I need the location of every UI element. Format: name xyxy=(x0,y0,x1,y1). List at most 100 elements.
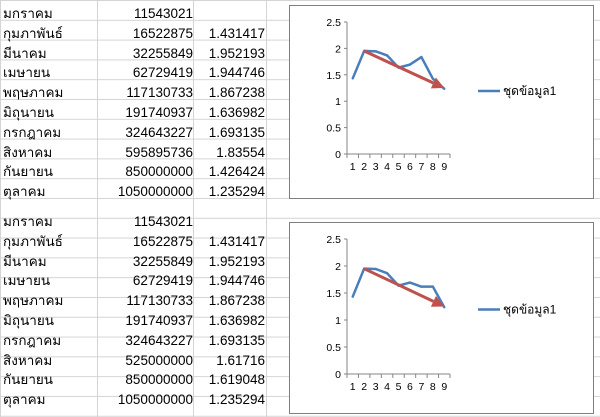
data-point[interactable] xyxy=(443,87,446,90)
x-tick-label: 3 xyxy=(373,381,379,393)
data-point[interactable] xyxy=(431,285,435,288)
line-chart-1[interactable]: 0 0.5 1 1.5 2 2.5 1 2 3 4 5 6 7 8 9 ชุดข้อมูล1 xyxy=(289,5,594,199)
value-cell[interactable]: 850000000 xyxy=(125,164,193,180)
data-point[interactable] xyxy=(408,63,412,66)
y-tick-label: 0.5 xyxy=(326,123,341,135)
ratio-cell[interactable]: 1.235294 xyxy=(208,392,265,408)
month-cell[interactable]: มีนาคม xyxy=(3,253,47,269)
ratio-cell[interactable]: 1.426424 xyxy=(208,164,265,180)
y-tick-label: 2 xyxy=(335,43,341,55)
month-cell[interactable]: กุมภาพันธ์ xyxy=(3,25,63,41)
data-point[interactable] xyxy=(374,50,377,53)
data-point[interactable] xyxy=(351,77,354,80)
y-tick-label: 1.5 xyxy=(326,288,341,300)
ratio-cell[interactable]: 1.944746 xyxy=(208,65,265,81)
month-cell[interactable]: มิถุนายน xyxy=(3,105,55,120)
ratio-cell[interactable]: 1.867238 xyxy=(208,85,265,101)
month-cell[interactable]: มิถุนายน xyxy=(3,313,55,328)
value-cell[interactable]: 324643227 xyxy=(125,124,193,140)
month-cell[interactable]: มกราคม xyxy=(3,214,53,229)
x-tick-label: 3 xyxy=(373,161,379,173)
ratio-cell[interactable]: 1.693135 xyxy=(208,332,265,348)
value-cell[interactable]: 11543021 xyxy=(133,6,193,21)
ratio-cell[interactable]: 1.952193 xyxy=(208,253,265,269)
data-point[interactable] xyxy=(385,271,389,275)
month-cell[interactable]: ตุลาคม xyxy=(3,184,46,200)
value-cell[interactable]: 62729419 xyxy=(132,273,193,289)
month-cell[interactable]: กรกฎาคม xyxy=(3,332,62,348)
value-cell[interactable]: 32255849 xyxy=(132,253,193,269)
x-tick-label: 2 xyxy=(361,161,367,173)
value-cell[interactable]: 32255849 xyxy=(132,45,193,61)
month-cell[interactable]: พฤษภาคม xyxy=(3,85,64,101)
value-cell[interactable]: 117130733 xyxy=(126,293,193,309)
ratio-cell[interactable]: 1.431417 xyxy=(208,233,265,249)
trend-arrow-head xyxy=(430,295,445,307)
ratio-cell[interactable]: 1.235294 xyxy=(208,184,265,200)
x-tick-label: 7 xyxy=(418,161,424,173)
y-tick-label: 2.5 xyxy=(326,17,341,29)
value-cell[interactable]: 1050000000 xyxy=(117,392,193,408)
month-cell[interactable]: สิงหาคม xyxy=(3,144,53,160)
value-cell[interactable]: 1050000000 xyxy=(117,184,193,200)
x-tick-label: 9 xyxy=(441,161,447,173)
ratio-cell[interactable]: 1.636982 xyxy=(208,105,265,120)
x-tick-label: 6 xyxy=(407,381,413,393)
data-point[interactable] xyxy=(374,267,377,271)
line-chart-1-svg: 00.511.522.51 2 3 4 5 6 7 8 9ชุดข้อมูล1 xyxy=(326,17,556,173)
value-cell[interactable]: 11543021 xyxy=(133,214,193,229)
month-cell[interactable]: มีนาคม xyxy=(3,45,47,61)
value-cell[interactable]: 525000000 xyxy=(125,352,193,368)
column-divider xyxy=(97,0,98,417)
ratio-cell[interactable]: 1.867238 xyxy=(208,293,265,309)
data-point[interactable] xyxy=(351,295,354,298)
month-cell[interactable]: ตุลาคม xyxy=(3,392,46,408)
ratio-cell[interactable]: 1.952193 xyxy=(208,45,265,61)
x-tick-label: 9 xyxy=(441,381,447,393)
value-cell[interactable]: 16522875 xyxy=(132,25,193,41)
x-tick-label: 1 xyxy=(350,381,356,393)
month-cell[interactable]: กันยายน xyxy=(3,164,54,180)
x-tick-label: 8 xyxy=(430,381,436,393)
value-cell[interactable]: 16522875 xyxy=(132,233,193,249)
trend-arrow xyxy=(363,49,435,85)
y-tick-label: 1 xyxy=(335,96,341,108)
month-cell[interactable]: เมษายน xyxy=(3,273,51,289)
month-cell[interactable]: กุมภาพันธ์ xyxy=(3,233,63,249)
ratio-cell[interactable]: 1.619048 xyxy=(208,372,265,388)
x-tick-label: 4 xyxy=(384,381,390,393)
value-cell[interactable]: 324643227 xyxy=(125,332,193,348)
y-tick-label: 1 xyxy=(335,315,341,327)
ratio-cell[interactable]: 1.83554 xyxy=(216,144,265,160)
x-tick-label: 8 xyxy=(430,161,436,173)
legend-label: ชุดข้อมูล1 xyxy=(503,303,557,318)
y-tick-label: 2 xyxy=(335,261,341,273)
month-cell[interactable]: พฤษภาคม xyxy=(3,293,64,309)
data-point[interactable] xyxy=(420,55,423,59)
data-point[interactable] xyxy=(385,54,389,57)
month-cell[interactable]: สิงหาคม xyxy=(3,352,53,368)
value-cell[interactable]: 62729419 xyxy=(132,65,193,81)
value-cell[interactable]: 117130733 xyxy=(126,85,193,101)
ratio-cell[interactable]: 1.944746 xyxy=(208,273,265,289)
value-cell[interactable]: 595895736 xyxy=(125,144,193,160)
ratio-cell[interactable]: 1.61716 xyxy=(216,352,265,368)
y-tick-label: 0 xyxy=(335,369,341,381)
ratio-cell[interactable]: 1.431417 xyxy=(208,25,265,41)
ratio-cell[interactable]: 1.636982 xyxy=(208,313,265,328)
x-tick-label: 4 xyxy=(384,161,390,173)
data-point[interactable] xyxy=(443,306,446,309)
data-point[interactable] xyxy=(431,77,435,80)
line-chart-2[interactable]: 0 0.5 1 1.5 2 2.5 1 2 3 4 5 6 7 8 9 ชุดข้อมูล1 xyxy=(289,222,594,414)
data-point[interactable] xyxy=(420,285,423,288)
y-tick-label: 0 xyxy=(335,149,341,161)
month-cell[interactable]: กันยายน xyxy=(3,372,54,388)
month-cell[interactable]: เมษายน xyxy=(3,65,51,81)
ratio-cell[interactable]: 1.693135 xyxy=(208,124,265,140)
value-cell[interactable]: 850000000 xyxy=(125,372,193,388)
value-cell[interactable]: 191740937 xyxy=(125,105,193,120)
value-cell[interactable]: 191740937 xyxy=(125,313,193,328)
month-cell[interactable]: กรกฎาคม xyxy=(3,124,62,140)
data-point[interactable] xyxy=(408,281,412,284)
month-cell[interactable]: มกราคม xyxy=(3,6,53,21)
